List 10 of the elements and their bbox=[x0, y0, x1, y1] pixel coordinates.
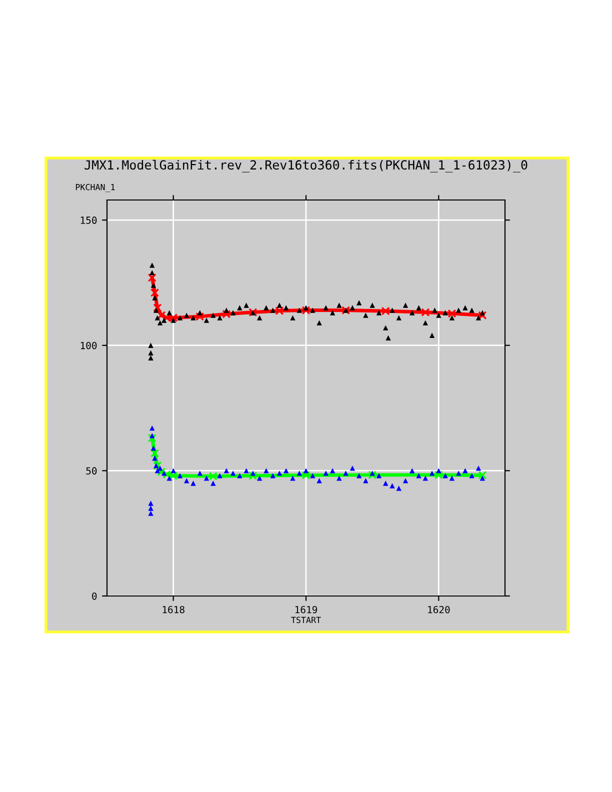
chart-title: JMX1.ModelGainFit.rev_2.Rev16to360.fits(PKCHAN_1_1-61023)_0 bbox=[84, 160, 528, 172]
y-tick-label: 50 bbox=[86, 467, 97, 475]
y-tick-label: 150 bbox=[80, 216, 97, 224]
x-tick-label: 1618 bbox=[162, 606, 184, 614]
x-tick-label: 1620 bbox=[428, 606, 450, 614]
x-tick-label: 1619 bbox=[295, 606, 318, 614]
y-axis-title: PKCHAN_1 bbox=[76, 184, 115, 192]
x-axis-title: TSTART bbox=[291, 616, 321, 624]
y-tick-label: 0 bbox=[92, 592, 97, 600]
y-tick-label: 100 bbox=[80, 342, 97, 350]
